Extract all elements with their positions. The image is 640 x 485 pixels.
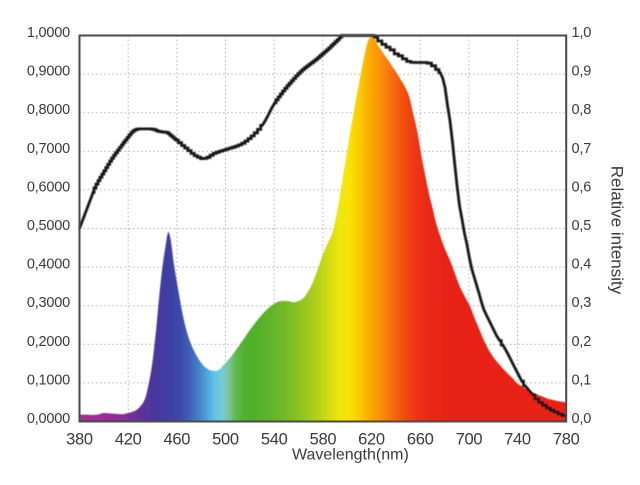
svg-text:0,4000: 0,4000 xyxy=(27,257,70,273)
svg-text:580: 580 xyxy=(310,431,337,449)
svg-text:Relative intensity: Relative intensity xyxy=(608,166,627,295)
svg-text:0,5000: 0,5000 xyxy=(27,218,70,234)
svg-text:0,2000: 0,2000 xyxy=(27,334,70,350)
svg-text:0,5: 0,5 xyxy=(572,218,592,234)
svg-text:0,1: 0,1 xyxy=(572,372,592,388)
svg-text:700: 700 xyxy=(456,431,483,449)
svg-text:660: 660 xyxy=(407,431,434,449)
svg-text:380: 380 xyxy=(66,431,93,449)
svg-text:0,7000: 0,7000 xyxy=(27,141,70,157)
svg-text:620: 620 xyxy=(358,431,385,449)
svg-text:780: 780 xyxy=(553,431,580,449)
svg-text:420: 420 xyxy=(115,431,142,449)
svg-text:0,1000: 0,1000 xyxy=(27,372,70,388)
svg-text:0,9000: 0,9000 xyxy=(27,64,70,80)
svg-text:0,0000: 0,0000 xyxy=(27,411,70,427)
svg-text:1,0000: 1,0000 xyxy=(27,25,70,41)
svg-text:1,0: 1,0 xyxy=(572,25,592,41)
svg-text:0,8: 0,8 xyxy=(572,102,592,118)
svg-text:0,4: 0,4 xyxy=(572,257,592,273)
svg-text:0,8000: 0,8000 xyxy=(27,102,70,118)
svg-text:0,0: 0,0 xyxy=(572,411,592,427)
svg-text:0,6000: 0,6000 xyxy=(27,179,70,195)
svg-text:0,9: 0,9 xyxy=(572,64,592,80)
svg-text:0,3: 0,3 xyxy=(572,295,592,311)
svg-text:0,3000: 0,3000 xyxy=(27,295,70,311)
svg-text:460: 460 xyxy=(163,431,190,449)
svg-text:0,2: 0,2 xyxy=(572,334,592,350)
svg-text:500: 500 xyxy=(212,431,239,449)
svg-text:0,6: 0,6 xyxy=(572,179,592,195)
svg-text:540: 540 xyxy=(261,431,288,449)
svg-text:0,7: 0,7 xyxy=(572,141,592,157)
svg-text:Wavelength(nm): Wavelength(nm) xyxy=(292,447,409,464)
svg-text:740: 740 xyxy=(504,431,531,449)
